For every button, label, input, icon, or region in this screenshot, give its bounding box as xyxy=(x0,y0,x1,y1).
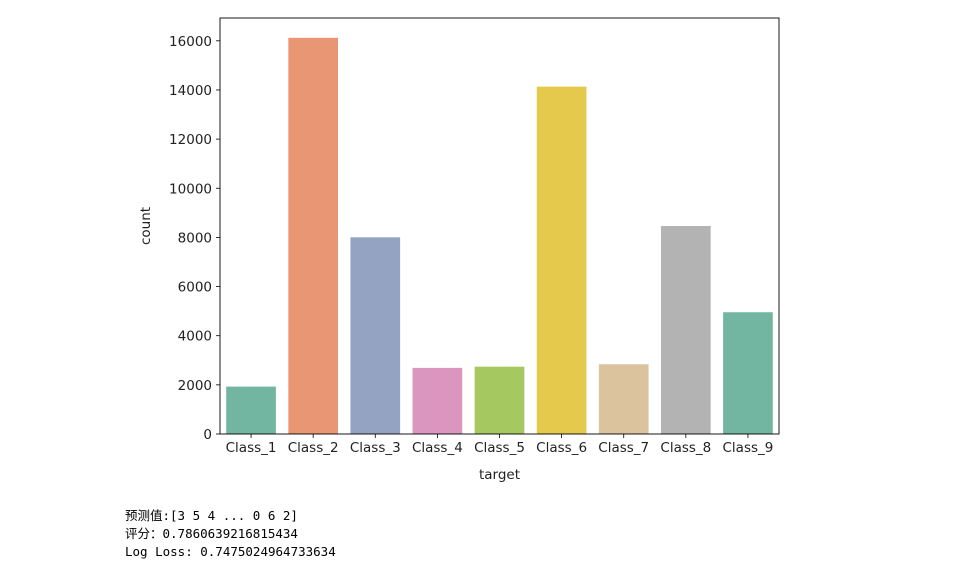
bar-class-1 xyxy=(226,386,276,434)
bar-class-7 xyxy=(598,364,649,434)
y-tick-label: 16000 xyxy=(169,34,212,50)
x-axis-label: target xyxy=(479,467,520,483)
y-tick-label: 12000 xyxy=(169,132,212,148)
x-tick-label: Class_2 xyxy=(288,440,339,456)
x-tick-label: Class_5 xyxy=(474,440,525,456)
logloss-output: Log Loss: 0.7475024964733634 xyxy=(125,544,336,559)
x-tick-label: Class_4 xyxy=(412,440,463,456)
bar-class-6 xyxy=(536,86,587,434)
bar-class-4 xyxy=(412,367,463,434)
y-tick-label: 6000 xyxy=(178,280,212,296)
y-tick-label: 8000 xyxy=(178,230,212,246)
x-tick-label: Class_7 xyxy=(598,440,649,456)
prediction-output: 预测值:[3 5 4 ... 0 6 2] xyxy=(125,508,298,523)
y-tick-label: 14000 xyxy=(169,83,212,99)
x-tick-label: Class_6 xyxy=(536,440,587,456)
bar-class-9 xyxy=(723,312,773,434)
bar-class-3 xyxy=(350,237,401,434)
y-tick-label: 2000 xyxy=(178,378,212,394)
bar-class-5 xyxy=(474,366,525,434)
y-tick-label: 10000 xyxy=(169,181,212,197)
y-axis-label: count xyxy=(138,207,154,245)
axes-frame xyxy=(219,17,780,435)
y-tick-label: 0 xyxy=(203,427,212,443)
x-tick-label: Class_8 xyxy=(660,440,711,456)
score-output: 评分：0.7860639216815434 xyxy=(125,526,298,541)
y-tick-label: 4000 xyxy=(178,329,212,345)
x-tick-label: Class_1 xyxy=(226,440,277,456)
x-tick-label: Class_3 xyxy=(350,440,401,456)
x-tick-label: Class_9 xyxy=(723,440,774,456)
count-bar-chart: Class_1 Class_2 Class_3 Class_4 Class_5 Class… xyxy=(138,17,780,483)
bar-class-8 xyxy=(660,226,711,434)
bar-class-2 xyxy=(288,37,339,434)
